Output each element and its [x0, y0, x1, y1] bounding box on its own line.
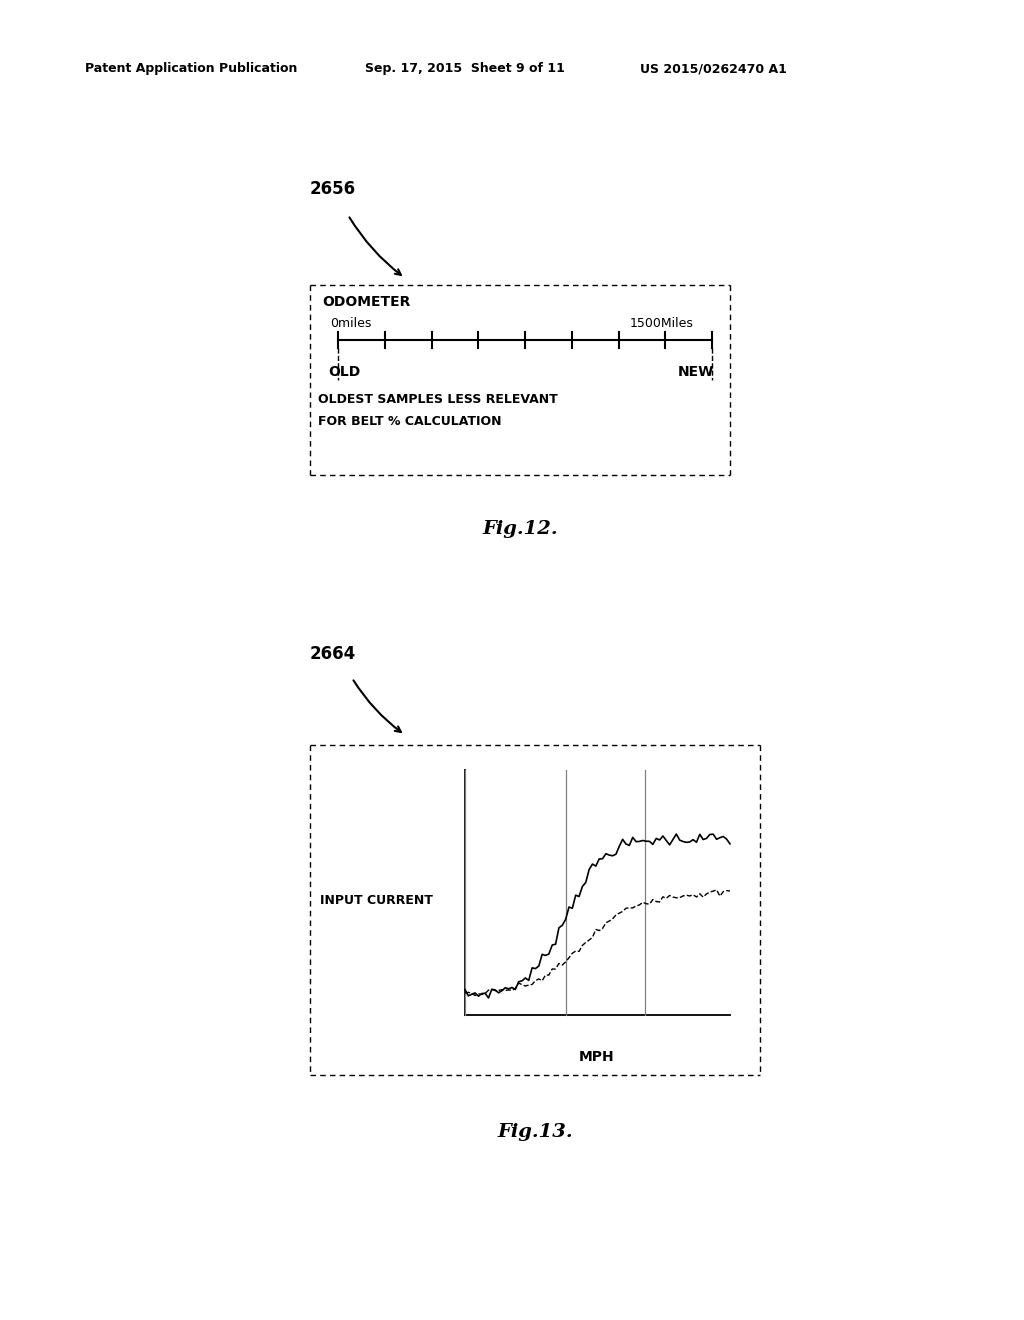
- Text: 2664: 2664: [310, 645, 356, 663]
- Text: Patent Application Publication: Patent Application Publication: [85, 62, 297, 75]
- Text: US 2015/0262470 A1: US 2015/0262470 A1: [640, 62, 786, 75]
- Text: Fig.13.: Fig.13.: [498, 1123, 572, 1140]
- Text: INPUT CURRENT: INPUT CURRENT: [319, 894, 433, 907]
- Text: NEW: NEW: [678, 366, 715, 379]
- Text: 1500Miles: 1500Miles: [630, 317, 694, 330]
- Text: MPH: MPH: [580, 1049, 614, 1064]
- Text: 2656: 2656: [310, 180, 356, 198]
- Text: OLDEST SAMPLES LESS RELEVANT: OLDEST SAMPLES LESS RELEVANT: [318, 393, 558, 407]
- Text: Sep. 17, 2015  Sheet 9 of 11: Sep. 17, 2015 Sheet 9 of 11: [365, 62, 565, 75]
- Text: OLD: OLD: [328, 366, 360, 379]
- Text: 0miles: 0miles: [330, 317, 372, 330]
- Text: FOR BELT % CALCULATION: FOR BELT % CALCULATION: [318, 414, 502, 428]
- Text: ODOMETER: ODOMETER: [322, 294, 411, 309]
- Text: Fig.12.: Fig.12.: [482, 520, 558, 539]
